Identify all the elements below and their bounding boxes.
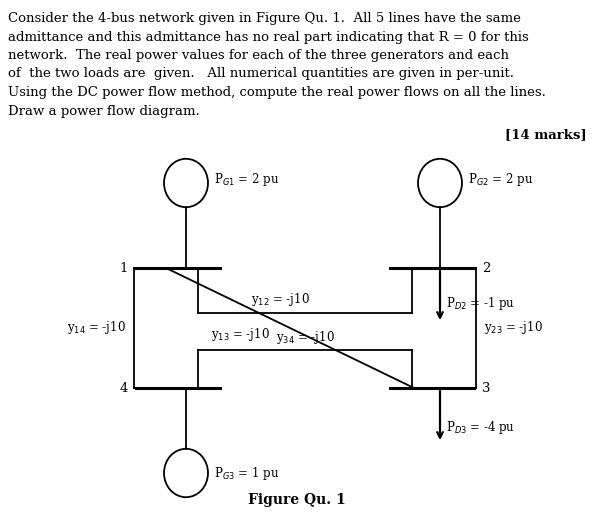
Text: 3: 3 bbox=[482, 381, 490, 395]
Text: admittance and this admittance has no real part indicating that R = 0 for this: admittance and this admittance has no re… bbox=[8, 30, 529, 43]
Text: P$_{D2}$ = -1 pu: P$_{D2}$ = -1 pu bbox=[446, 295, 515, 312]
Text: P$_{G2}$ = 2 pu: P$_{G2}$ = 2 pu bbox=[468, 171, 533, 188]
Text: y$_{13}$ = -j10: y$_{13}$ = -j10 bbox=[211, 327, 270, 344]
Text: P$_{G1}$ = 2 pu: P$_{G1}$ = 2 pu bbox=[214, 171, 279, 188]
Text: y$_{34}$ = -j10: y$_{34}$ = -j10 bbox=[275, 329, 334, 346]
Text: Figure Qu. 1: Figure Qu. 1 bbox=[248, 493, 346, 507]
Text: y$_{14}$ = -j10: y$_{14}$ = -j10 bbox=[67, 319, 126, 336]
Text: 4: 4 bbox=[120, 381, 128, 395]
Text: 2: 2 bbox=[482, 262, 490, 275]
Text: y$_{23}$ = -j10: y$_{23}$ = -j10 bbox=[484, 319, 543, 336]
Text: network.  The real power values for each of the three generators and each: network. The real power values for each … bbox=[8, 49, 509, 62]
Text: [14 marks]: [14 marks] bbox=[505, 128, 587, 141]
Text: Consider the 4-bus network given in Figure Qu. 1.  All 5 lines have the same: Consider the 4-bus network given in Figu… bbox=[8, 12, 521, 25]
Text: Using the DC power flow method, compute the real power flows on all the lines.: Using the DC power flow method, compute … bbox=[8, 86, 546, 99]
Text: of  the two loads are  given.   All numerical quantities are given in per-unit.: of the two loads are given. All numerica… bbox=[8, 68, 514, 80]
Text: Draw a power flow diagram.: Draw a power flow diagram. bbox=[8, 105, 200, 118]
Text: P$_{D3}$ = -4 pu: P$_{D3}$ = -4 pu bbox=[446, 420, 515, 437]
Text: y$_{12}$ = -j10: y$_{12}$ = -j10 bbox=[250, 291, 309, 308]
Text: P$_{G3}$ = 1 pu: P$_{G3}$ = 1 pu bbox=[214, 464, 279, 481]
Text: 1: 1 bbox=[120, 262, 128, 275]
